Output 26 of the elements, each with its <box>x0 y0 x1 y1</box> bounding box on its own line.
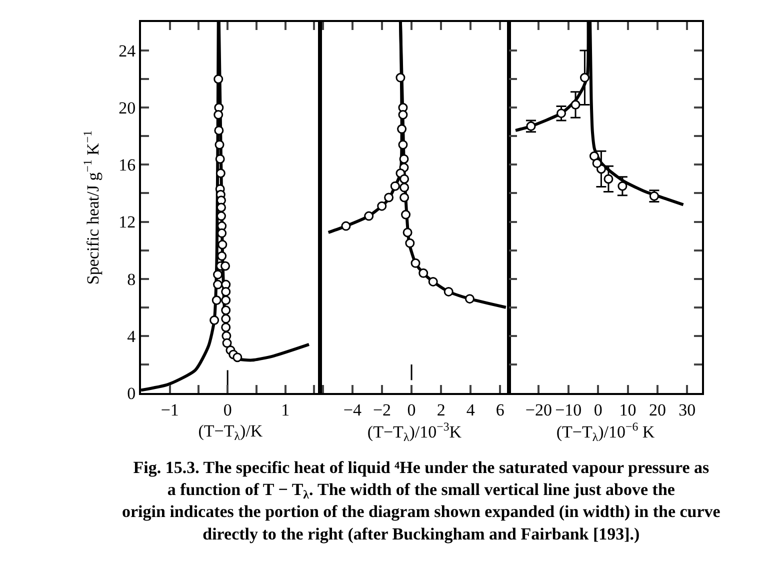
x-tick-label: 10 <box>619 400 636 420</box>
x-tick-label: −1 <box>160 400 179 420</box>
x-tick-label: 4 <box>466 400 476 420</box>
x-tick-label: 0 <box>223 400 232 420</box>
x-tick-label: −10 <box>555 400 582 420</box>
x-tick-label: 20 <box>648 400 666 420</box>
y-tick-label: 12 <box>118 212 136 232</box>
x-tick-label: 0 <box>594 400 602 420</box>
x-tick-label: 6 <box>496 400 504 420</box>
y-tick-label: 24 <box>118 41 136 60</box>
x-tick-label: 0 <box>407 400 416 420</box>
y-tick-label: 16 <box>118 156 136 175</box>
x-tick-label: −2 <box>372 400 392 420</box>
x-tick-label: −20 <box>525 400 552 420</box>
y-tick-label: 4 <box>127 326 136 346</box>
x-tick-label: 1 <box>281 400 290 420</box>
x-axis-title: (T−T$_{λ}$)/K <box>198 421 264 443</box>
x-tick-label: −4 <box>343 400 362 420</box>
x-tick-label: 2 <box>436 400 446 420</box>
y-tick-label: 20 <box>118 98 136 118</box>
caption: Fig. 15.3. The specific heat of liquid ⁴He under the saturated vapour pressure as a function of T − T$_{λ}$. The width of the small vertical line just above the origin indicates the portion of the diagram shown expanded (in width) in the curve directly to the right (after Buckingham and Fairbank [193].) <box>122 458 721 544</box>
x-tick-label: 30 <box>678 400 696 420</box>
y-tick-label: 0 <box>127 384 136 403</box>
x-axis-title: (T−T$_{λ}$)/10$^{−3}$K <box>367 419 462 444</box>
x-axis-title: (T−T$_{λ}$)/10$^{−6}$ K <box>556 419 656 444</box>
y-tick-label: 8 <box>127 270 136 289</box>
